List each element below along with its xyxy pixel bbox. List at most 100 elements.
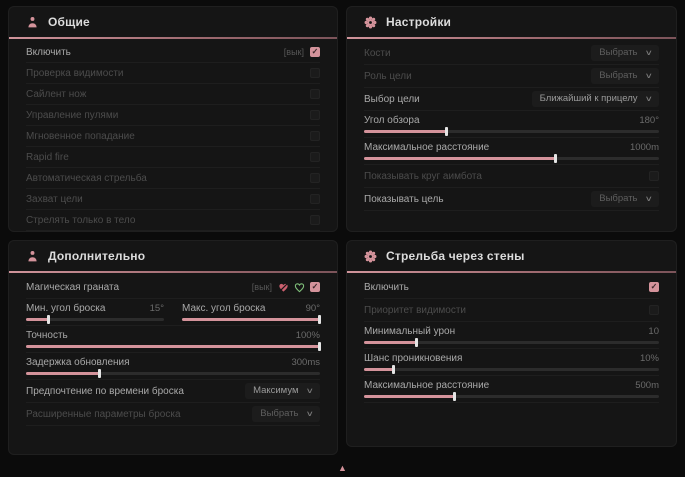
toggle-row-visibility-priority[interactable]: Приоритет видимости	[364, 299, 659, 322]
gear-icon	[364, 250, 377, 263]
checkbox[interactable]	[649, 171, 659, 181]
slider-row-fov: Угол обзора 180°	[364, 111, 659, 138]
panel-walls: Стрельба через стены Включить ✓ Приорите…	[346, 240, 677, 447]
dropdown-label: Кости	[364, 47, 391, 59]
check-icon: ✓	[311, 282, 319, 291]
toggle-row-magic-grenade[interactable]: Магическая граната [вык] ✓	[26, 276, 320, 299]
target-select[interactable]: Ближайший к прицелу ∨	[531, 91, 659, 107]
panel-title: Стрельба через стены	[386, 249, 525, 263]
panel-settings-header: Настройки	[347, 7, 676, 37]
slider-label: Макс. угол броска	[182, 303, 266, 314]
dropdown-row-bones: Кости Выбрать ∨	[364, 42, 659, 65]
checkbox[interactable]	[310, 110, 320, 120]
show-target-select[interactable]: Выбрать ∨	[591, 191, 659, 207]
enable-checkbox[interactable]: ✓	[310, 47, 320, 57]
slashed-heart-icon[interactable]	[278, 282, 289, 293]
slider-fill	[26, 342, 321, 351]
dropdown-row-advanced: Расширенные параметры броска Выбрать ∨	[26, 403, 320, 426]
toggle-label: Включить	[26, 46, 71, 58]
scroll-indicator-icon: ▲	[338, 463, 347, 473]
keybind-tag: [вык]	[251, 282, 272, 292]
header-underline	[9, 271, 337, 273]
person-icon	[26, 250, 39, 263]
toggle-row[interactable]: Мгновенное попадание	[26, 126, 320, 147]
advanced-select[interactable]: Выбрать ∨	[252, 406, 320, 422]
slider-row-update-delay: Задержка обновления 300ms	[26, 353, 320, 380]
dropdown-row-target-role: Роль цели Выбрать ∨	[364, 65, 659, 88]
magic-grenade-checkbox[interactable]: ✓	[310, 282, 320, 292]
toggle-label: Rapid fire	[26, 151, 69, 163]
checkbox[interactable]	[310, 194, 320, 204]
checkbox[interactable]	[310, 131, 320, 141]
header-underline	[347, 271, 676, 273]
heart-icon[interactable]	[294, 282, 305, 293]
checkbox[interactable]	[649, 305, 659, 315]
toggle-label: Включить	[364, 281, 409, 293]
dropdown-label: Выбор цели	[364, 93, 420, 105]
checkbox[interactable]	[310, 215, 320, 225]
toggle-row-enable[interactable]: Включить ✓	[364, 276, 659, 299]
max-distance-slider[interactable]	[364, 154, 659, 163]
enable-checkbox[interactable]: ✓	[649, 282, 659, 292]
bones-select[interactable]: Выбрать ∨	[591, 45, 659, 61]
panel-general-header: Общие	[9, 7, 337, 37]
penetration-chance-slider[interactable]	[364, 365, 659, 374]
header-underline	[347, 37, 676, 39]
dropdown-row-throw-time: Предпочтение по времени броска Максимум …	[26, 380, 320, 403]
slider-col-min-angle: Мин. угол броска 15°	[26, 303, 164, 324]
check-icon: ✓	[311, 47, 319, 56]
slider-label: Шанс проникновения	[364, 353, 463, 364]
dropdown-row-target-select: Выбор цели Ближайший к прицелу ∨	[364, 88, 659, 111]
toggle-row[interactable]: Автоматическая стрельба	[26, 168, 320, 189]
dropdown-label: Расширенные параметры броска	[26, 408, 181, 420]
checkbox[interactable]	[310, 152, 320, 162]
slider-row-max-distance: Максимальное расстояние 500m	[364, 376, 659, 403]
keybind-tag: [вык]	[283, 47, 304, 57]
toggle-row[interactable]: Rapid fire	[26, 147, 320, 168]
dual-slider-row: Мин. угол броска 15° Макс. угол броска 9…	[26, 299, 321, 326]
menu-grid: Общие Включить [вык] ✓ Проверка видимост…	[8, 6, 677, 455]
gear-icon	[364, 16, 377, 29]
toggle-row[interactable]: Стрелять только в тело	[26, 210, 320, 231]
toggle-row[interactable]: Сайлент нож	[26, 84, 320, 105]
toggle-row[interactable]: Захват цели	[26, 189, 320, 210]
toggle-row[interactable]: Управление пулями	[26, 105, 320, 126]
update-delay-slider[interactable]	[26, 369, 320, 378]
slider-fill	[182, 315, 321, 324]
target-role-select[interactable]: Выбрать ∨	[591, 68, 659, 84]
chevron-down-icon: ∨	[644, 71, 653, 81]
max-angle-slider[interactable]	[182, 315, 321, 324]
checkbox[interactable]	[310, 173, 320, 183]
toggle-label: Автоматическая стрельба	[26, 172, 147, 184]
slider-row-max-distance: Максимальное расстояние 1000m	[364, 138, 659, 165]
walls-max-distance-slider[interactable]	[364, 392, 659, 401]
checkbox[interactable]	[310, 68, 320, 78]
slider-row-min-damage: Минимальный урон 10	[364, 322, 659, 349]
dropdown-row-show-target: Показывать цель Выбрать ∨	[364, 188, 659, 211]
toggle-label: Мгновенное попадание	[26, 130, 135, 142]
throw-time-select[interactable]: Максимум ∨	[245, 383, 320, 399]
panel-walls-header: Стрельба через стены	[347, 241, 676, 271]
panel-general-body: Включить [вык] ✓ Проверка видимости Сайл…	[9, 39, 337, 231]
toggle-label: Приоритет видимости	[364, 304, 467, 316]
panel-additional: Дополнительно Магическая граната [вык] ✓	[8, 240, 338, 455]
accuracy-slider[interactable]	[26, 342, 321, 351]
slider-value: 15°	[149, 303, 164, 314]
toggle-label: Сайлент нож	[26, 88, 87, 100]
select-value: Выбрать	[599, 47, 638, 59]
toggle-row[interactable]: Проверка видимости	[26, 63, 320, 84]
toggle-label: Показывать круг аимбота	[364, 170, 482, 182]
panel-settings: Настройки Кости Выбрать ∨ Роль цели Выбр…	[346, 6, 677, 232]
slider-value: 180°	[639, 115, 659, 126]
fov-slider[interactable]	[364, 127, 659, 136]
slider-fill	[364, 154, 557, 163]
checkbox[interactable]	[310, 89, 320, 99]
panel-title: Настройки	[386, 15, 452, 29]
min-angle-slider[interactable]	[26, 315, 164, 324]
panel-settings-body: Кости Выбрать ∨ Роль цели Выбрать ∨ Выбо…	[347, 39, 676, 211]
check-icon: ✓	[650, 282, 658, 291]
toggle-row-show-circle[interactable]: Показывать круг аимбота	[364, 165, 659, 188]
toggle-row-enable[interactable]: Включить [вык] ✓	[26, 42, 320, 63]
min-damage-slider[interactable]	[364, 338, 659, 347]
toggle-label: Стрелять только в тело	[26, 214, 136, 226]
